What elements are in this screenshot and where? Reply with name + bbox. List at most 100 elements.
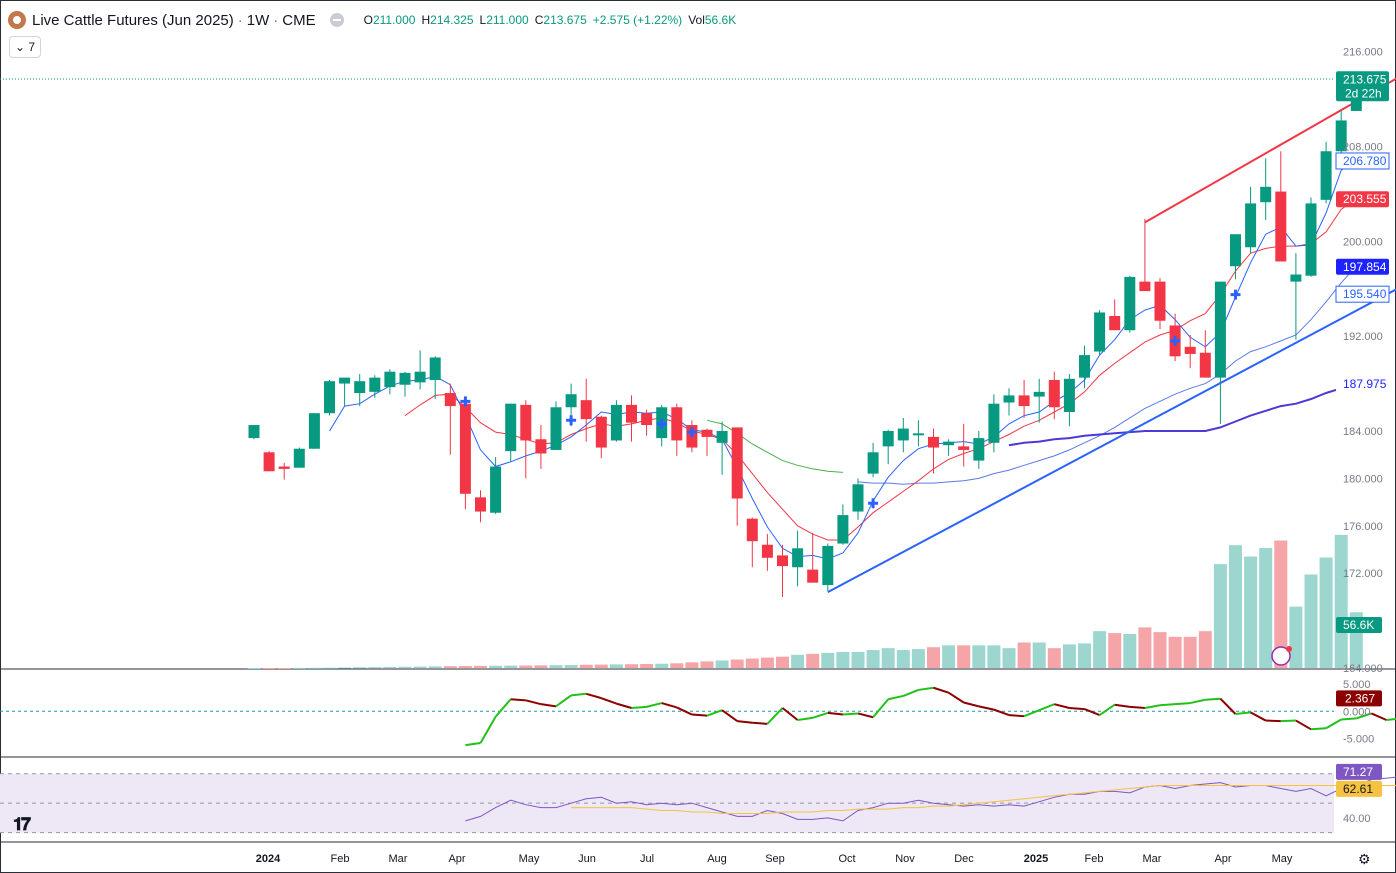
macd-segment (1235, 711, 1251, 715)
candle-body (369, 377, 381, 392)
candle-body (716, 430, 728, 443)
volume-bar (579, 664, 593, 668)
signal-cross-marker (686, 427, 697, 438)
macd-segment (1129, 705, 1145, 709)
macd-segment (887, 694, 904, 701)
volume-bar (972, 645, 986, 668)
price-axis-label: 164.000 (1343, 663, 1383, 675)
volume-bar (776, 656, 789, 668)
volume-bar (549, 665, 563, 668)
candle (1109, 299, 1121, 331)
volume-bar (1334, 534, 1348, 668)
macd-segment (706, 709, 723, 717)
volume-bar (564, 664, 578, 668)
trendline-support (827, 288, 1396, 594)
volume-bar (307, 667, 321, 669)
candle (384, 369, 396, 395)
trendline-resistance (1144, 77, 1396, 224)
symbol-title[interactable]: Live Cattle Futures (Jun 2025) (32, 11, 234, 29)
candle-body (580, 400, 592, 420)
macd-segment (737, 720, 753, 724)
candle-body (867, 452, 879, 474)
candle-body (1079, 355, 1090, 378)
candle (716, 421, 728, 475)
rsi-badge-bg (1336, 763, 1382, 780)
signal-cross-marker (1170, 335, 1181, 346)
candle (867, 442, 879, 478)
candle-body (973, 438, 985, 461)
volume-bar (534, 665, 548, 668)
collapse-indicators-button[interactable]: ⌄ 7 (9, 36, 41, 58)
volume-bar (1047, 648, 1061, 668)
volume-bar (1304, 574, 1318, 668)
candle-body (278, 466, 290, 469)
volume-bar (262, 668, 276, 669)
low-value: 211.000 (486, 13, 529, 27)
volume-bar (640, 664, 654, 668)
interval-label[interactable]: 1W (246, 11, 270, 29)
candle-body (988, 403, 1000, 443)
ma-purple-badge: 187.975 (1343, 377, 1387, 391)
volume-bar (413, 666, 427, 668)
candle-body (1003, 395, 1015, 403)
time-axis-label: Feb (331, 853, 350, 865)
visibility-icon[interactable] (329, 13, 344, 27)
candle (973, 430, 985, 469)
candle (671, 403, 683, 456)
rsi-ma-badge-bg (1336, 780, 1382, 797)
time-axis-label: Jun (578, 853, 596, 865)
ema-red-badge-bg (1336, 191, 1389, 208)
candle (490, 457, 502, 514)
last-price-badge: 213.675 (1343, 72, 1387, 86)
volume-bar (1032, 642, 1046, 668)
macd-segment (1038, 703, 1055, 712)
volume-bar (458, 666, 472, 668)
time-axis-label: May (1272, 853, 1293, 865)
volume-bar (685, 662, 699, 668)
candle-body (308, 413, 320, 449)
macd-segment (1084, 708, 1100, 717)
macd-segment (933, 686, 949, 694)
candle-body (384, 371, 396, 388)
volume-bar (625, 664, 638, 668)
high-value: 214.325 (430, 13, 474, 27)
volume-bar (881, 648, 895, 668)
volume-bar (443, 666, 457, 668)
candle (1260, 158, 1272, 220)
candle (1320, 141, 1332, 204)
volume-bar (715, 660, 729, 668)
candle (535, 425, 547, 469)
candle (1139, 218, 1151, 292)
candle (1018, 380, 1030, 418)
rsi-ma-badge: 62.61 (1343, 782, 1373, 796)
volume-bar (504, 665, 518, 668)
candle-body (1124, 276, 1136, 331)
candle (1033, 378, 1045, 423)
ma-green-badge-bg (1336, 258, 1389, 275)
candle (369, 375, 381, 398)
candle (822, 543, 834, 591)
volume-bar (368, 667, 382, 669)
candle-body (1018, 395, 1030, 407)
macd-badge-bg (1336, 690, 1382, 707)
candle (429, 356, 441, 399)
candle (278, 462, 290, 480)
macd-axis-label: -5.000 (1343, 734, 1374, 746)
volume-bar (1289, 606, 1303, 668)
macd-segment (691, 713, 708, 717)
candle (248, 425, 260, 440)
signal-cross-marker (656, 418, 667, 429)
candle (1124, 275, 1136, 333)
candle (958, 423, 970, 467)
candle-body (354, 381, 366, 394)
candle-body (1230, 234, 1241, 267)
candle-body (1335, 120, 1347, 152)
candle (761, 534, 773, 571)
candle (912, 420, 924, 447)
candle-body (1139, 281, 1151, 292)
candle (701, 428, 713, 456)
settings-gear-icon[interactable]: ⚙ (1358, 851, 1371, 867)
macd-segment (827, 711, 844, 716)
candle-body (293, 448, 305, 468)
